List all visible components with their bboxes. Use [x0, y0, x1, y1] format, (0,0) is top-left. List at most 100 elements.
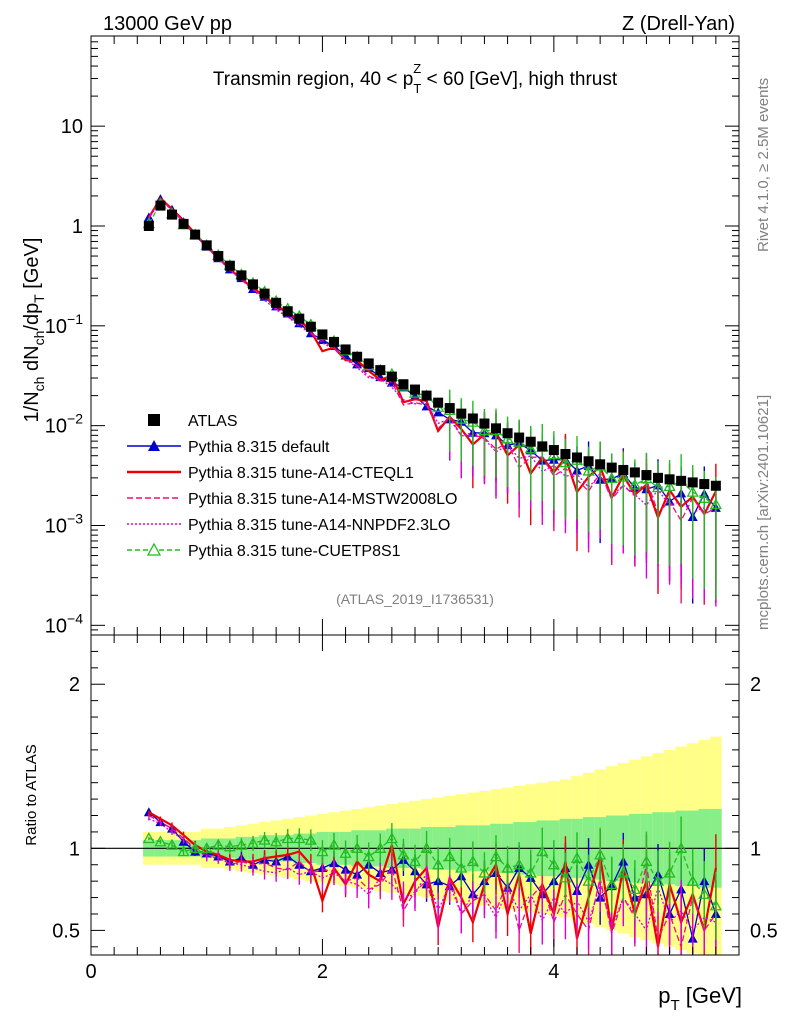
main-point-cuetp8s1 — [582, 464, 595, 476]
ratio-point-cuetp8s1 — [547, 858, 560, 870]
atlas-point — [410, 384, 420, 395]
ratio-point-cuetp8s1 — [200, 841, 213, 853]
legend-marker-cuetp8s1 — [146, 542, 162, 556]
legend-label: Pythia 8.315 tune-A14-NNPDF2.3LO — [188, 517, 450, 534]
ratio-point-cuetp8s1 — [513, 858, 526, 870]
main-point-default — [352, 359, 363, 369]
ratio-point-cuetp8s1 — [686, 874, 699, 886]
atlas-point — [572, 452, 582, 463]
atlas-point — [595, 459, 606, 470]
ylabel-part-a: 1/N — [21, 391, 43, 422]
atlas-point — [606, 462, 617, 473]
x-axis-label: pT [GeV] — [658, 983, 742, 1014]
ratio-point-cuetp8s1 — [675, 841, 688, 853]
ratio-point-cuetp8s1 — [293, 832, 306, 844]
ratio-point-cuetp8s1 — [605, 878, 618, 890]
atlas-point — [248, 279, 258, 290]
ratio-point-cuetp8s1 — [466, 855, 479, 867]
legend-marker-default — [148, 440, 160, 451]
legend-label: Pythia 8.315 tune-A14-MSTW2008LO — [188, 491, 457, 508]
ratio-point-cuetp8s1 — [582, 874, 595, 886]
ratio-y-tick-label-right: 1 — [750, 838, 761, 860]
atlas-point — [653, 472, 663, 483]
ratio-point-cuetp8s1 — [258, 833, 271, 845]
ylabel-part-b: dN — [21, 345, 43, 376]
ratio-point-cuetp8s1 — [189, 841, 202, 853]
ratio-point-cuetp8s1 — [165, 838, 179, 850]
ratio-point-cuetp8s1 — [709, 899, 722, 911]
main-point-cuetp8s1 — [651, 481, 665, 493]
atlas-point — [444, 403, 455, 414]
atlas-point — [548, 445, 559, 456]
ratio-point-cuetp8s1 — [385, 832, 398, 844]
atlas-point — [386, 371, 397, 382]
ratio-panel: 0.5 0.5 1 1 2 2 0 2 4 — [52, 635, 778, 983]
ratio-point-cuetp8s1 — [651, 874, 665, 886]
ratio-point-cuetp8s1 — [559, 871, 572, 883]
ratio-point-cuetp8s1 — [594, 848, 607, 860]
plot-title-suffix: < 60 [GeV], high thrust — [421, 69, 618, 90]
atlas-point — [687, 477, 698, 488]
ylabel-part-a-sub: ch — [31, 377, 47, 392]
ratio-point-cuetp8s1 — [489, 850, 503, 862]
ratio-point-cuetp8s1 — [374, 841, 387, 853]
rivet-label: Rivet 4.1.0, ≥ 2.5M events — [755, 78, 772, 252]
atlas-point — [201, 240, 212, 251]
ratio-point-cuetp8s1 — [443, 850, 456, 862]
atlas-point — [467, 413, 478, 424]
atlas-point — [236, 270, 247, 281]
ratio-y-tick-label: 0.5 — [52, 920, 80, 942]
atlas-point — [352, 351, 363, 362]
y-tick-label: 10 — [61, 116, 83, 138]
ylabel-part-c: /dp — [21, 303, 43, 331]
main-curve-nnpdf — [148, 198, 717, 514]
ratio-point-cuetp8s1 — [316, 845, 329, 857]
ratio-point-cuetp8s1 — [536, 845, 549, 857]
ylabel-part-b-sub: ch — [31, 331, 47, 346]
ratio-point-cuetp8s1 — [617, 866, 630, 878]
main-point-cuetp8s1 — [455, 412, 468, 424]
main-point-cuetp8s1 — [605, 472, 618, 484]
main-curve-cuetp8s1 — [148, 202, 717, 505]
legend: ATLAS Pythia 8.315 default Pythia 8.315 tu… — [127, 413, 457, 560]
ratio-y-tick-label: 2 — [69, 674, 80, 696]
atlas-point — [329, 336, 339, 347]
ratio-point-cuetp8s1 — [270, 835, 283, 847]
ratio-point-cuetp8s1 — [142, 832, 155, 844]
legend-label: Pythia 8.315 tune-CUETP8S1 — [188, 543, 401, 560]
atlas-point — [178, 218, 189, 229]
analysis-id: (ATLAS_2019_I1736531) — [336, 591, 494, 607]
atlas-point — [259, 288, 270, 299]
atlas-point — [433, 397, 444, 408]
atlas-point — [710, 480, 721, 491]
ratio-point-cuetp8s1 — [246, 837, 260, 849]
ratio-point-cuetp8s1 — [281, 832, 294, 844]
atlas-point — [514, 432, 525, 443]
plot-title: Transmin region, 40 < pTZ < 60 [GeV], hi… — [213, 61, 618, 96]
ratio-point-cuetp8s1 — [327, 838, 341, 850]
atlas-point — [224, 260, 235, 271]
ratio-curve-nnpdf — [148, 818, 717, 932]
main-point-default — [386, 377, 397, 387]
ratio-point-cuetp8s1 — [663, 866, 676, 878]
ylabel-part-d: [GeV] — [21, 238, 43, 295]
atlas-point — [305, 321, 316, 332]
ratio-point-cuetp8s1 — [351, 841, 364, 853]
atlas-point — [699, 479, 710, 490]
ratio-point-cuetp8s1 — [177, 845, 190, 857]
main-point-cuetp8s1 — [478, 424, 491, 436]
main-point-cuetp8s1 — [709, 498, 722, 510]
ratio-point-cuetp8s1 — [628, 883, 641, 895]
atlas-point — [537, 441, 548, 452]
plot-title-sup: Z — [413, 61, 421, 76]
ylabel-part-c-sub: T — [31, 294, 47, 303]
atlas-point — [456, 408, 467, 419]
plot-title-sub: T — [413, 81, 421, 96]
atlas-point — [629, 467, 640, 478]
atlas-point — [421, 390, 432, 401]
collision-label: 13000 GeV pp — [103, 13, 232, 35]
main-point-cuetp8s1 — [686, 485, 699, 497]
ratio-ylabel: Ratio to ATLAS — [23, 744, 40, 845]
main-point-cuetp8s1 — [628, 478, 641, 490]
